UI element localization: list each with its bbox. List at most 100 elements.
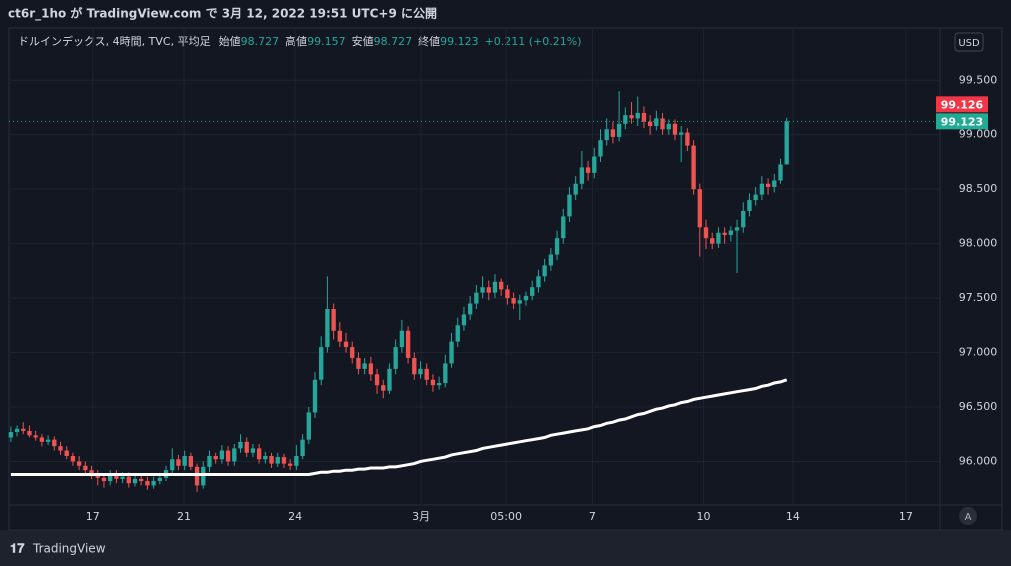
candle-body <box>275 457 280 464</box>
plot: 96.000 96.500 97.000 97.500 98.000 98.500 99.0… <box>8 28 998 523</box>
candle-body <box>753 194 758 201</box>
candle-body <box>455 325 460 342</box>
candle-body <box>405 330 411 358</box>
candle-body <box>672 123 678 135</box>
candle-body <box>585 167 591 173</box>
candle-body <box>337 330 342 342</box>
candle-body <box>325 308 330 348</box>
currency-button[interactable] <box>954 32 984 52</box>
candle-body <box>784 121 789 165</box>
ohlc-value: 98.727 <box>374 35 413 48</box>
candle-body <box>710 238 715 244</box>
y-tick-label: 96.000 <box>959 454 998 467</box>
price-label: 99.123 <box>941 115 983 128</box>
currency: USD <box>958 38 980 49</box>
footer-bar <box>0 530 1011 566</box>
candle-body <box>765 183 771 187</box>
change: +0.211 (+0.21%) <box>485 35 582 48</box>
candle-body <box>629 115 634 119</box>
candle-body <box>647 121 653 127</box>
candle-body <box>319 347 324 380</box>
candle-body <box>697 189 702 228</box>
candle-body <box>685 132 690 146</box>
candle-body <box>238 441 243 449</box>
candle-body <box>679 132 684 135</box>
candle-body <box>21 428 26 431</box>
candle-body <box>511 298 516 304</box>
candle-body <box>14 428 20 433</box>
candle-body <box>219 450 225 460</box>
candle-body <box>486 287 491 293</box>
scale-mode-button[interactable] <box>959 507 977 525</box>
y-tick-label: 97.000 <box>959 346 998 359</box>
candle-body <box>579 167 585 184</box>
ohlc-value: 98.727 <box>241 35 280 48</box>
candle-body <box>424 368 429 380</box>
candle-body <box>703 227 709 239</box>
candle-body <box>772 180 777 187</box>
candle-body <box>741 210 746 228</box>
candle-body <box>343 341 349 348</box>
y-tick-label: 96.500 <box>959 400 998 413</box>
candle-body <box>207 455 212 467</box>
candle-body <box>8 432 14 438</box>
candle-body <box>151 481 156 486</box>
ohlc-label: 高値 <box>285 34 307 48</box>
x-tick-label: 7 <box>589 510 596 523</box>
candle-body <box>139 478 144 482</box>
candle-body <box>294 455 299 466</box>
candle-body <box>722 232 727 235</box>
candle-body <box>263 455 268 460</box>
candle-body <box>387 368 392 391</box>
y-tick-label: 98.500 <box>959 182 998 195</box>
candle-body <box>250 448 256 453</box>
candle-body <box>281 457 287 464</box>
candle-body <box>120 476 125 479</box>
legend-text: ドルインデックス, 4時間, TVC, 平均足 始値98.727 高値99.157 安… <box>18 34 582 48</box>
candle-body <box>548 254 554 266</box>
candle-body <box>114 474 119 479</box>
price-label-box <box>936 96 988 113</box>
candle-body <box>101 477 107 482</box>
candle-body <box>660 118 665 130</box>
candle-body <box>654 118 659 127</box>
candle-body <box>561 216 566 239</box>
candle-body <box>461 314 467 326</box>
candle-body <box>70 455 76 462</box>
candle-body <box>616 123 622 137</box>
candle-body <box>623 115 628 124</box>
candle-body <box>244 441 249 453</box>
y-tick-label: 99.500 <box>959 73 998 86</box>
candle-body <box>58 446 63 451</box>
candle-body <box>449 341 454 364</box>
price-label: 99.126 <box>941 98 984 111</box>
candle-body <box>728 230 734 235</box>
x-tick-label: 17 <box>899 510 913 523</box>
candle-body <box>536 276 541 288</box>
candle-body <box>300 439 305 456</box>
publish-title: ct6r_1ho が TradingView.com で 3月 12, 2022… <box>8 6 437 22</box>
candle-body <box>430 379 436 386</box>
candle-body <box>52 439 57 447</box>
ohlc-value: 99.123 <box>440 35 479 48</box>
candle-body <box>64 450 69 456</box>
candle-body <box>517 300 522 304</box>
ohlc-label: 安値 <box>352 34 374 48</box>
candle-body <box>635 112 640 119</box>
candle-body <box>225 450 231 462</box>
candle-body <box>213 455 218 460</box>
candle-body <box>530 287 535 296</box>
candle-body <box>232 448 237 462</box>
candle-body <box>474 292 479 304</box>
candle-body <box>554 238 560 255</box>
candle-body <box>287 463 293 466</box>
legend: ドルインデックス, 4時間, TVC, 平均足 始値98.727 高値99.157 安… <box>18 34 582 48</box>
y-tick-label: 97.500 <box>959 291 998 304</box>
moving-average <box>10 378 788 476</box>
candle-body <box>76 461 82 466</box>
candle-body <box>256 448 262 460</box>
candle-body <box>182 455 187 466</box>
